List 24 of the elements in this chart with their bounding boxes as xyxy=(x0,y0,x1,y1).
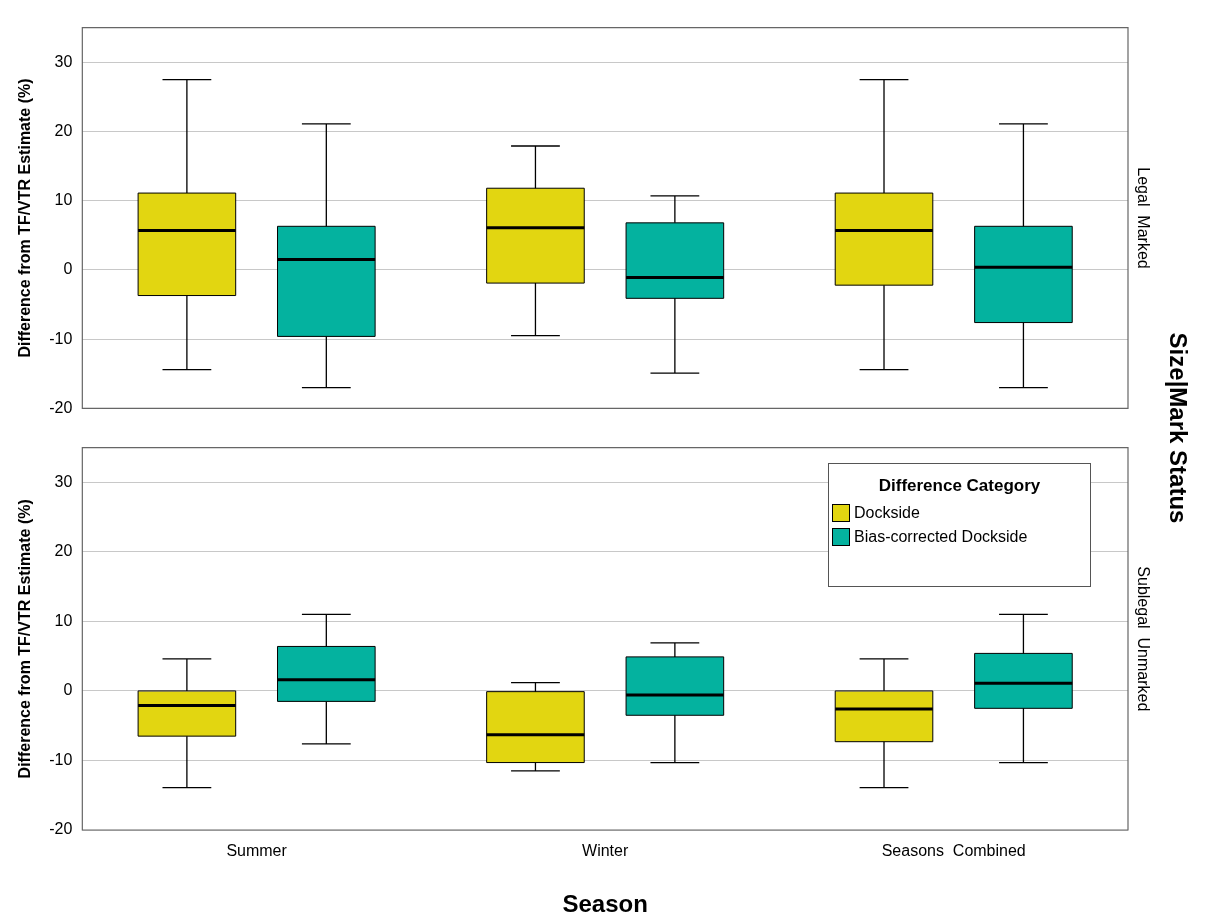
x-tick-label: Seasons Combined xyxy=(881,842,1026,860)
y-axis-title: Difference from TF/VTR Estimate (%) xyxy=(16,78,34,358)
y-tick-label: -10 xyxy=(49,750,73,768)
y-tick-label: 0 xyxy=(63,260,73,278)
text: Legal Marked xyxy=(1134,167,1152,269)
y-tick-label: 10 xyxy=(54,191,73,209)
y-tick-label: 10 xyxy=(54,611,73,629)
x-tick-label: Winter xyxy=(582,842,629,860)
text: Sublegal Unmarked xyxy=(1134,566,1152,712)
legend-label: Dockside xyxy=(854,503,920,522)
x-tick-label: Summer xyxy=(226,842,288,860)
y-tick-label: 20 xyxy=(54,542,73,560)
legend-title: Difference Category xyxy=(877,475,1042,496)
y-tick-label: 0 xyxy=(63,681,73,699)
y-tick-label: -20 xyxy=(49,820,73,838)
x-axis-title: Season xyxy=(562,890,648,918)
y-tick-label: -20 xyxy=(49,398,73,416)
y-tick-label: 30 xyxy=(54,52,73,70)
y-tick-label: 30 xyxy=(54,472,73,490)
y-axis-title: Difference from TF/VTR Estimate (%) xyxy=(16,499,34,779)
y-tick-label: -10 xyxy=(49,329,73,347)
y2-axis-title: Size|Mark Status xyxy=(1164,332,1192,524)
y-tick-label: 20 xyxy=(54,121,73,139)
legend-label: Bias-corrected Dockside xyxy=(854,527,1028,546)
